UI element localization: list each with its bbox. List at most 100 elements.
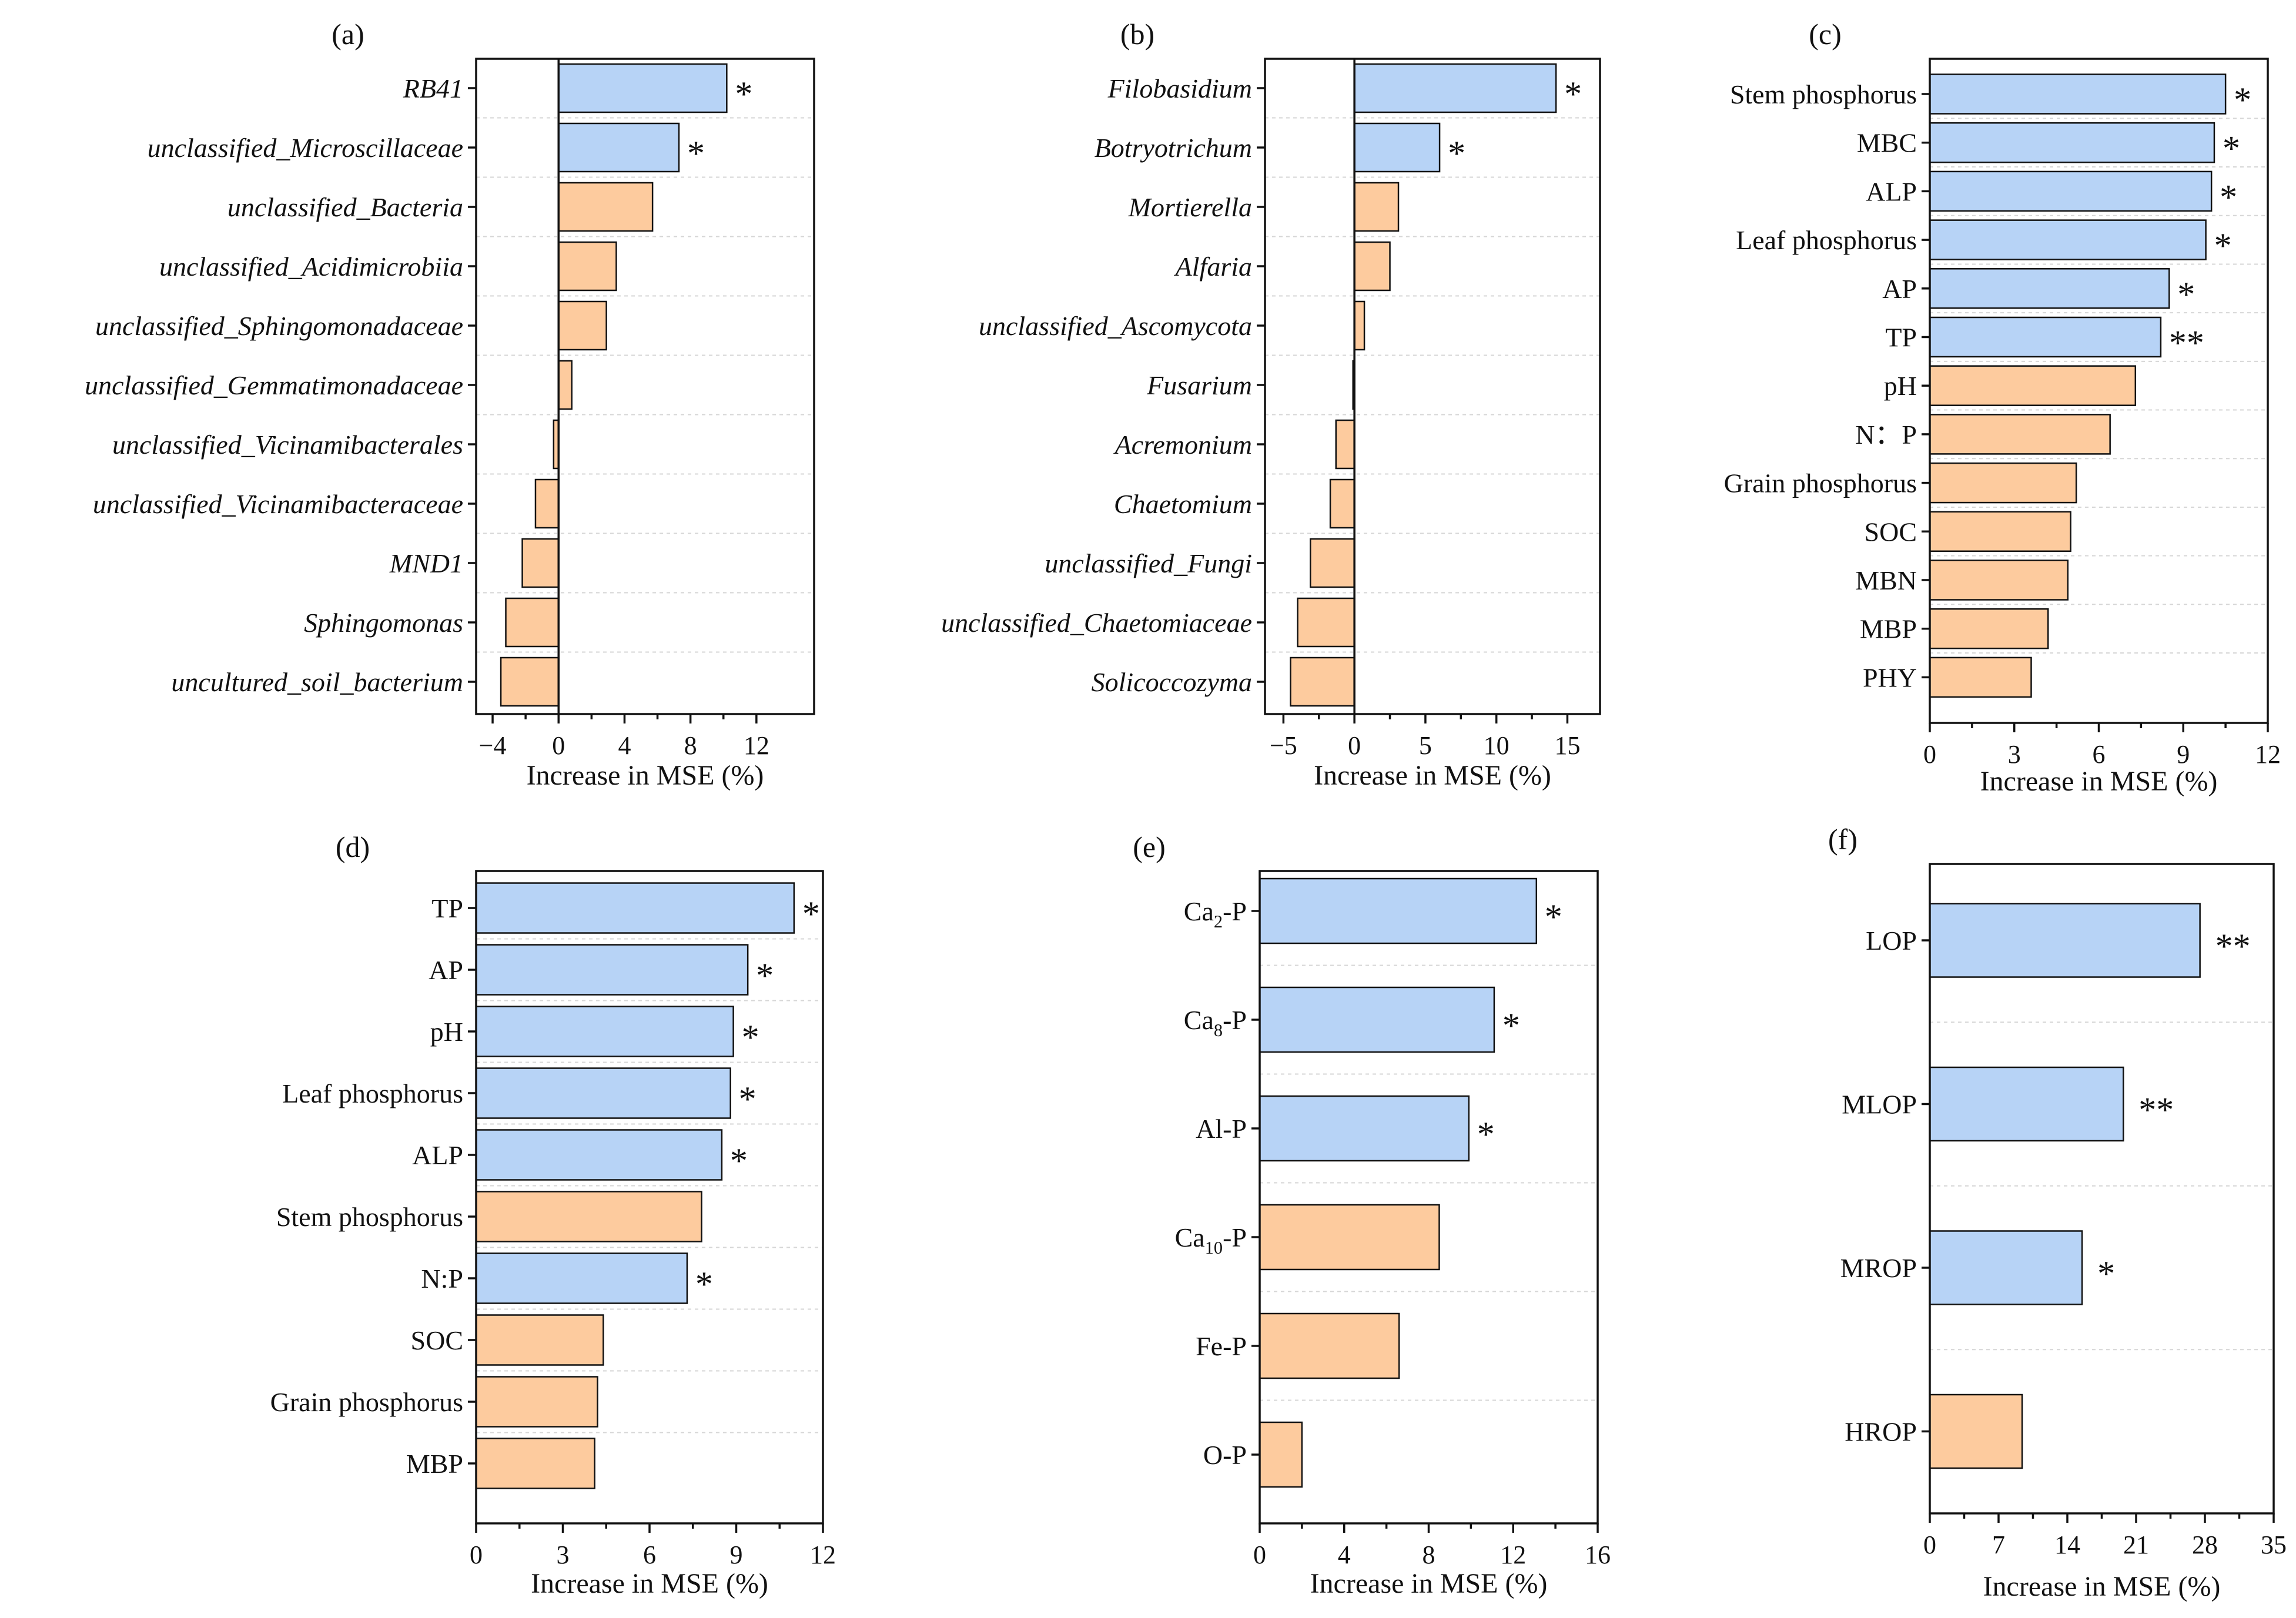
significance-mark: * [730,1141,748,1180]
significance-mark: ** [2215,927,2251,966]
category-label: MBP [1860,614,1917,644]
bar [1929,560,2069,601]
category-label: Botryotrichum [1095,133,1252,163]
bar [1259,986,1495,1053]
bar [1353,182,1400,232]
bar [1259,1204,1440,1271]
category-label: Filobasidium [1107,73,1252,103]
x-tick-label: 12 [744,731,769,760]
bar [557,241,617,292]
category-label: unclassified_Gemmatimonadaceae [85,370,463,400]
x-axis-title: Increase in MSE (%) [1310,1568,1548,1599]
x-tick-label: 4 [1338,1540,1351,1569]
category-label: Ca2-P [1184,896,1247,932]
bar [475,882,795,934]
category-label: Al-P [1196,1114,1247,1144]
significance-mark: * [2234,81,2251,119]
panel-label: (c) [1809,18,1842,51]
category-label: pH [1884,371,1917,401]
bar [557,360,573,410]
category-label: Grain phosphorus [1724,468,1917,498]
significance-mark: * [2214,226,2232,265]
category-label: SOC [1865,517,1917,547]
category-label: unclassified_Fungi [1045,548,1252,578]
bar [1929,511,2071,552]
plot-frame [1259,870,1599,1525]
bar [521,538,560,588]
x-tick-label: 6 [2093,740,2106,769]
category-label: MROP [1840,1253,1917,1283]
bar [1310,538,1355,588]
x-tick-label: 21 [2123,1530,2149,1559]
plot-frame [1264,58,1601,715]
category-label: Stem phosphorus [1730,79,1917,109]
bar [1929,219,2207,260]
bar [1353,300,1365,351]
x-tick-label: 28 [2192,1530,2218,1559]
category-label: Acremonium [1113,430,1252,460]
category-label: MBC [1857,128,1917,158]
bar [1353,122,1441,173]
x-tick-label: 0 [1923,1530,1936,1559]
category-label: Fe-P [1196,1331,1247,1361]
x-tick-label: 5 [1419,731,1432,760]
x-tick-label: 0 [1348,731,1361,760]
category-label: LOP [1866,926,1917,956]
category-label: unclassified_Sphingomonadaceae [95,311,463,341]
category-label: ALP [1866,176,1917,206]
panel-b: (b) * * Filobasidium Botryotrichum Mortierell… [941,18,1601,791]
bar [1929,1230,2083,1305]
plot-frame [475,58,815,715]
x-tick-label: 6 [643,1540,656,1569]
category-label: unclassified_Vicinamibacteraceae [93,489,463,519]
bar [557,182,654,232]
category-label: TP [1885,323,1917,353]
panel-e: (e) * * * Ca2-P Ca8-P Al-P Ca10-P Fe-P O-P 0 4 8 12 16… [1133,830,1611,1599]
bar [475,1252,688,1304]
x-tick-label: 4 [618,731,631,760]
significance-mark: * [735,75,752,113]
significance-mark: * [1448,134,1465,173]
bar [475,1006,734,1057]
x-axis-title: Increase in MSE (%) [1980,766,2218,797]
bar [505,597,560,648]
bar [1929,1393,2023,1469]
category-label: Mortierella [1128,192,1252,222]
significance-mark: * [1477,1115,1495,1154]
bar [1929,122,2215,163]
category-label: Chaetomium [1114,489,1252,519]
category-label: Ca8-P [1184,1005,1247,1040]
bar [1929,1066,2124,1142]
category-label: AP [429,955,463,985]
category-label: Ca10-P [1175,1222,1247,1258]
category-label: Alfaria [1174,252,1252,282]
category-label: MBN [1855,565,1917,595]
panel-label: (e) [1133,830,1166,863]
panel-label: (a) [332,18,364,51]
category-label: MND1 [389,548,463,578]
bar [1929,656,2032,698]
bar [475,944,749,996]
bar [475,1191,702,1242]
category-label: unclassified_Chaetomiaceae [941,608,1252,638]
bar [557,300,607,351]
panel-label: (d) [336,830,370,863]
category-label: MBP [406,1449,463,1479]
bar [1297,597,1355,648]
category-label: Grain phosphorus [270,1387,463,1417]
significance-mark: * [2177,275,2195,314]
category-label: Sphingomonas [304,608,463,638]
significance-mark: * [1502,1006,1520,1045]
x-tick-label: 0 [1923,740,1936,769]
bar [1329,478,1355,529]
x-tick-label: 0 [552,731,565,760]
bar [1929,73,2227,115]
category-label: O-P [1203,1440,1247,1470]
panel-label: (b) [1120,18,1154,51]
bar [1929,608,2049,649]
significance-mark: * [2097,1254,2115,1293]
bar [1929,316,2162,358]
significance-mark: ** [2138,1091,2174,1130]
category-label: Stem phosphorus [276,1202,463,1232]
panel-label: (f) [1828,823,1857,856]
